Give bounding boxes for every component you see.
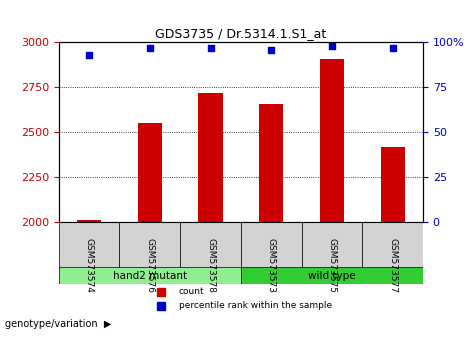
Text: GSM573577: GSM573577 bbox=[388, 238, 397, 293]
Text: GSM573573: GSM573573 bbox=[267, 238, 276, 293]
Bar bbox=[381, 147, 405, 222]
Point bbox=[328, 43, 336, 49]
Text: GSM573576: GSM573576 bbox=[145, 238, 154, 293]
Point bbox=[207, 45, 214, 51]
FancyBboxPatch shape bbox=[119, 222, 180, 269]
Text: wild type: wild type bbox=[308, 271, 356, 281]
Text: count: count bbox=[179, 287, 204, 296]
FancyBboxPatch shape bbox=[59, 222, 119, 269]
Text: GSM573575: GSM573575 bbox=[328, 238, 337, 293]
Point bbox=[267, 47, 275, 52]
FancyBboxPatch shape bbox=[59, 267, 241, 284]
Bar bbox=[259, 104, 283, 222]
Bar bbox=[320, 59, 344, 222]
Point bbox=[86, 52, 93, 58]
Text: hand2 mutant: hand2 mutant bbox=[113, 271, 187, 281]
FancyBboxPatch shape bbox=[241, 222, 302, 269]
FancyBboxPatch shape bbox=[362, 222, 423, 269]
Bar bbox=[77, 220, 101, 222]
Text: genotype/variation  ▶: genotype/variation ▶ bbox=[5, 319, 111, 329]
FancyBboxPatch shape bbox=[302, 222, 362, 269]
Text: percentile rank within the sample: percentile rank within the sample bbox=[179, 301, 332, 310]
Text: GSM573578: GSM573578 bbox=[206, 238, 215, 293]
Point bbox=[389, 45, 396, 51]
Text: GSM573574: GSM573574 bbox=[85, 238, 94, 293]
Bar bbox=[138, 122, 162, 222]
FancyBboxPatch shape bbox=[180, 222, 241, 269]
Point bbox=[146, 45, 154, 51]
Bar bbox=[198, 93, 223, 222]
FancyBboxPatch shape bbox=[241, 267, 423, 284]
Title: GDS3735 / Dr.5314.1.S1_at: GDS3735 / Dr.5314.1.S1_at bbox=[155, 27, 327, 40]
